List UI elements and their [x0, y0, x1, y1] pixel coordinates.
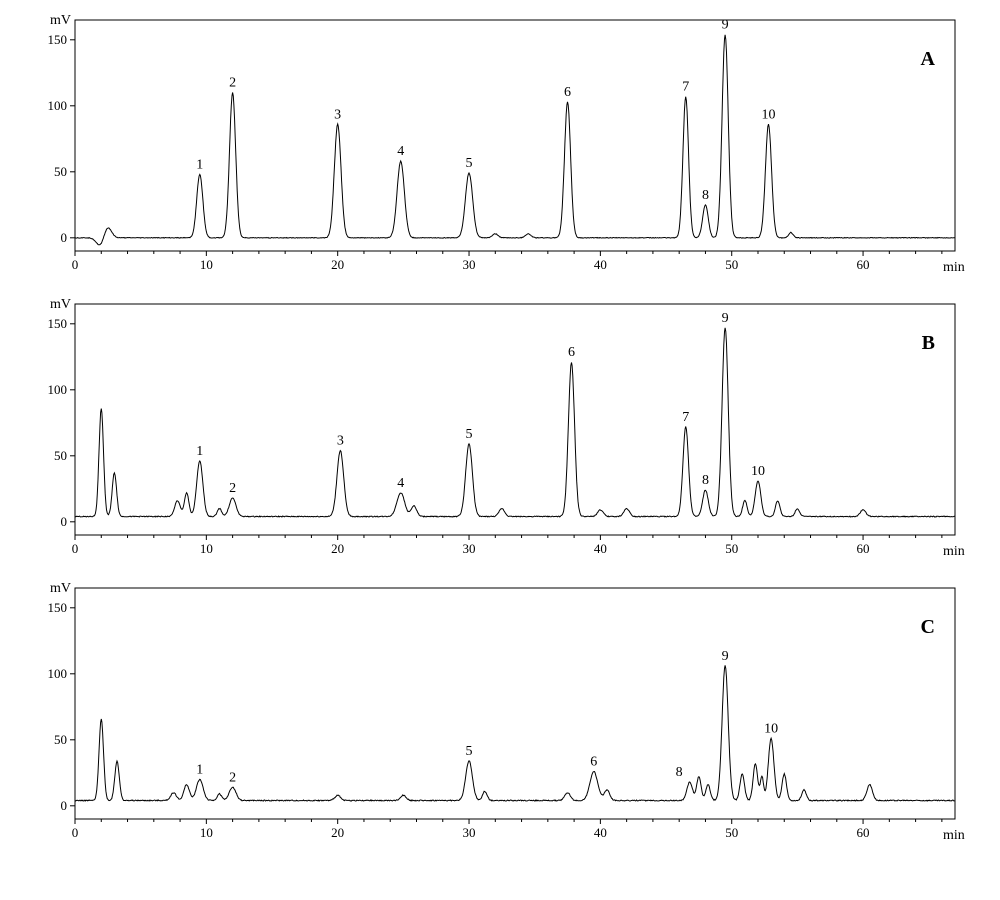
y-tick-label: 50 [54, 448, 67, 463]
peak-label-10: 10 [764, 721, 778, 736]
peak-label-6: 6 [590, 754, 597, 769]
y-tick-label: 150 [48, 32, 68, 47]
x-tick-label: 40 [594, 541, 607, 556]
y-tick-label: 0 [61, 230, 68, 245]
y-tick-label: 50 [54, 732, 67, 747]
y-tick-label: 150 [48, 316, 68, 331]
x-tick-label: 50 [725, 541, 738, 556]
x-tick-label: 20 [331, 541, 344, 556]
peak-label-9: 9 [722, 311, 729, 326]
x-tick-label: 60 [857, 825, 870, 840]
peak-label-4: 4 [397, 144, 404, 159]
chromatogram-svg-A: 0 10 20 30 40 50 60 0 50 100 150 mV min 1 2 3 4 5 6 7 8 9 10 A [20, 10, 980, 286]
peak-label-4: 4 [397, 476, 404, 491]
peak-label-9: 9 [722, 649, 729, 664]
chromatogram-trace [75, 35, 955, 245]
peak-label-1: 1 [196, 762, 203, 777]
peak-label-9: 9 [722, 18, 729, 33]
x-tick-label: 0 [72, 257, 79, 272]
peak-label-6: 6 [568, 345, 575, 360]
y-unit-label: mV [50, 581, 71, 596]
peak-label-10: 10 [751, 464, 765, 479]
x-tick-label: 10 [200, 541, 213, 556]
peak-label-7: 7 [682, 410, 689, 425]
x-tick-label: 20 [331, 257, 344, 272]
x-tick-label: 30 [463, 541, 476, 556]
peak-label-5: 5 [466, 744, 473, 759]
peak-label-2: 2 [229, 76, 236, 91]
x-tick-label: 20 [331, 825, 344, 840]
chromatogram-panel-B: 0 10 20 30 40 50 60 0 50 100 150 mV min 1 2 3 4 5 6 7 8 9 10 B [20, 294, 980, 570]
panel-label-B: B [922, 332, 935, 354]
y-tick-label: 50 [54, 164, 67, 179]
y-tick-label: 150 [48, 600, 68, 615]
chromatogram-trace [75, 665, 955, 801]
x-tick-label: 30 [463, 257, 476, 272]
x-tick-label: 60 [857, 257, 870, 272]
plot-frame [75, 304, 955, 535]
x-tick-label: 50 [725, 825, 738, 840]
x-tick-label: 30 [463, 825, 476, 840]
peak-label-6: 6 [564, 85, 571, 100]
chromatogram-trace [75, 328, 955, 517]
chromatogram-svg-B: 0 10 20 30 40 50 60 0 50 100 150 mV min 1 2 3 4 5 6 7 8 9 10 B [20, 294, 980, 570]
peak-label-2: 2 [229, 481, 236, 496]
y-tick-label: 100 [48, 98, 68, 113]
peak-label-5: 5 [466, 156, 473, 171]
peak-label-1: 1 [196, 444, 203, 459]
y-tick-label: 0 [61, 798, 68, 813]
y-tick-label: 100 [48, 666, 68, 681]
peak-label-7: 7 [682, 80, 689, 95]
y-tick-label: 100 [48, 382, 68, 397]
chromatogram-svg-C: 0 10 20 30 40 50 60 0 50 100 150 mV min 1 2 5 6 8 9 10 C [20, 578, 980, 854]
x-tick-label: 0 [72, 541, 79, 556]
x-unit-label: min [943, 828, 965, 843]
y-tick-label: 0 [61, 514, 68, 529]
peak-label-1: 1 [196, 157, 203, 172]
x-tick-label: 0 [72, 825, 79, 840]
x-tick-label: 40 [594, 257, 607, 272]
x-tick-label: 60 [857, 541, 870, 556]
panel-label-C: C [921, 616, 935, 638]
plot-frame [75, 588, 955, 819]
x-tick-label: 10 [200, 825, 213, 840]
peak-label-8: 8 [702, 188, 709, 203]
peak-label-8: 8 [676, 765, 683, 780]
plot-frame [75, 20, 955, 251]
peak-label-3: 3 [337, 434, 344, 449]
chromatogram-panel-A: 0 10 20 30 40 50 60 0 50 100 150 mV min 1 2 3 4 5 6 7 8 9 10 A [20, 10, 980, 286]
peak-label-10: 10 [761, 107, 775, 122]
y-unit-label: mV [50, 13, 71, 28]
panel-label-A: A [921, 48, 936, 70]
y-unit-label: mV [50, 297, 71, 312]
chromatogram-panel-C: 0 10 20 30 40 50 60 0 50 100 150 mV min 1 2 5 6 8 9 10 C [20, 578, 980, 854]
peak-label-2: 2 [229, 770, 236, 785]
peak-label-5: 5 [466, 427, 473, 442]
x-unit-label: min [943, 544, 965, 559]
peak-label-8: 8 [702, 473, 709, 488]
x-unit-label: min [943, 260, 965, 275]
peak-label-3: 3 [334, 107, 341, 122]
x-tick-label: 10 [200, 257, 213, 272]
x-tick-label: 40 [594, 825, 607, 840]
chromatogram-figure: 0102030405060050100150mVmin12345678910A0… [10, 10, 990, 854]
x-tick-label: 50 [725, 257, 738, 272]
